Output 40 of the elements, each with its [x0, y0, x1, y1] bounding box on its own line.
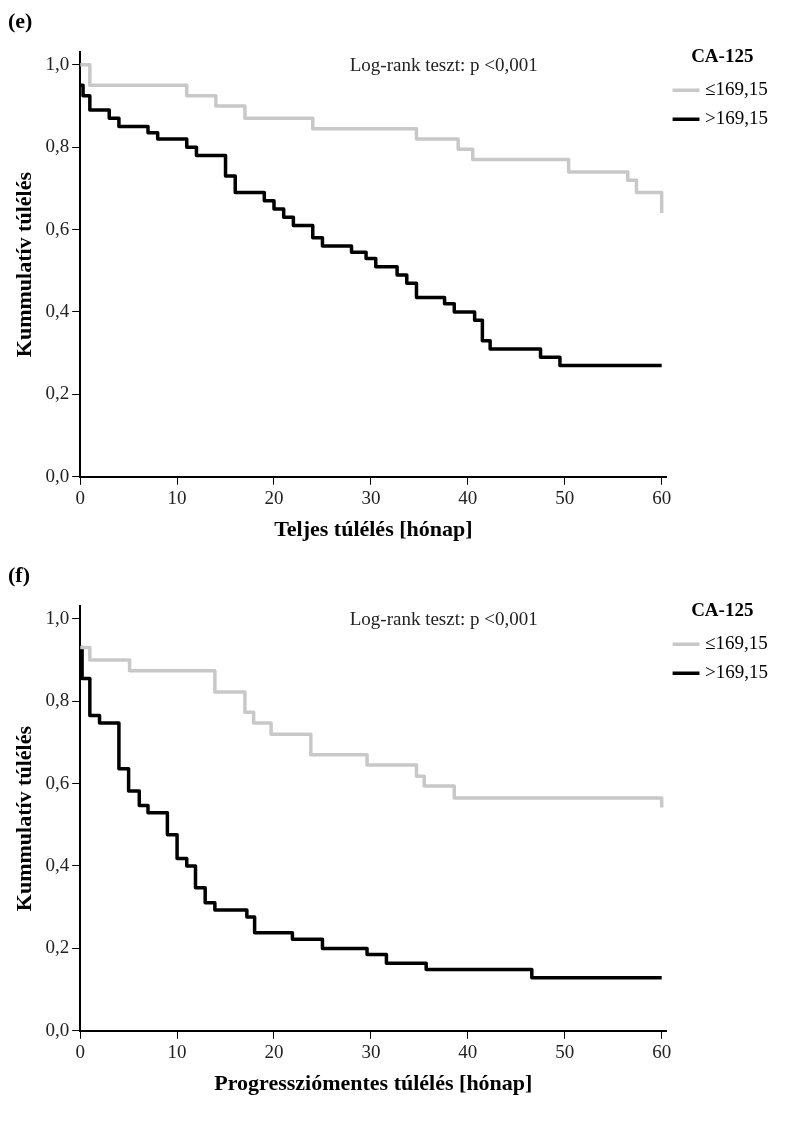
y-tick-label: 0,2: [45, 936, 70, 958]
legend-title: CA-125: [691, 599, 754, 621]
annotation: Log-rank teszt: p <0,001: [349, 53, 538, 75]
x-tick-label: 30: [361, 1041, 381, 1063]
legend-label: ≤169,15: [705, 632, 768, 654]
x-tick-label: 50: [555, 1041, 575, 1063]
y-axis-title: Kummulatív túlélés: [10, 725, 36, 912]
x-tick-label: 60: [652, 487, 672, 509]
text: (f): [8, 562, 31, 589]
y-tick-label: 0,4: [45, 299, 70, 321]
text: (e): [8, 8, 34, 35]
y-tick-label: 1,0: [45, 52, 70, 74]
y-tick-label: 0,0: [45, 464, 70, 486]
x-axis-title: Teljes túlélés [hónap]: [274, 516, 473, 542]
x-tick-label: 10: [167, 1041, 187, 1063]
x-tick-label: 0: [75, 487, 85, 509]
x-tick-label: 20: [264, 1041, 284, 1063]
annotation: Log-rank teszt: p <0,001: [349, 607, 538, 629]
y-tick-label: 0,6: [45, 217, 70, 239]
x-axis-title: Progressziómentes túlélés [hónap]: [214, 1070, 533, 1096]
x-tick-label: 0: [75, 1041, 85, 1063]
y-tick-label: 1,0: [45, 606, 70, 628]
x-tick-label: 10: [167, 487, 187, 509]
y-tick-label: 0,6: [45, 771, 70, 793]
legend-title: CA-125: [691, 45, 754, 67]
x-tick-label: 20: [264, 487, 284, 509]
legend-label: ≤169,15: [705, 78, 768, 100]
x-tick-label: 30: [361, 487, 381, 509]
y-tick-label: 0,4: [45, 853, 70, 875]
y-axis-title: Kummulatív túlélés: [10, 171, 36, 358]
legend-label: >169,15: [705, 107, 768, 129]
x-tick-label: 60: [652, 1041, 672, 1063]
y-tick-label: 0,8: [45, 689, 70, 711]
x-tick-label: 40: [458, 487, 478, 509]
x-tick-label: 40: [458, 1041, 478, 1063]
legend-label: >169,15: [705, 661, 768, 683]
y-tick-label: 0,2: [45, 382, 70, 404]
x-tick-label: 50: [555, 487, 575, 509]
y-tick-label: 0,0: [45, 1018, 70, 1040]
y-tick-label: 0,8: [45, 135, 70, 157]
